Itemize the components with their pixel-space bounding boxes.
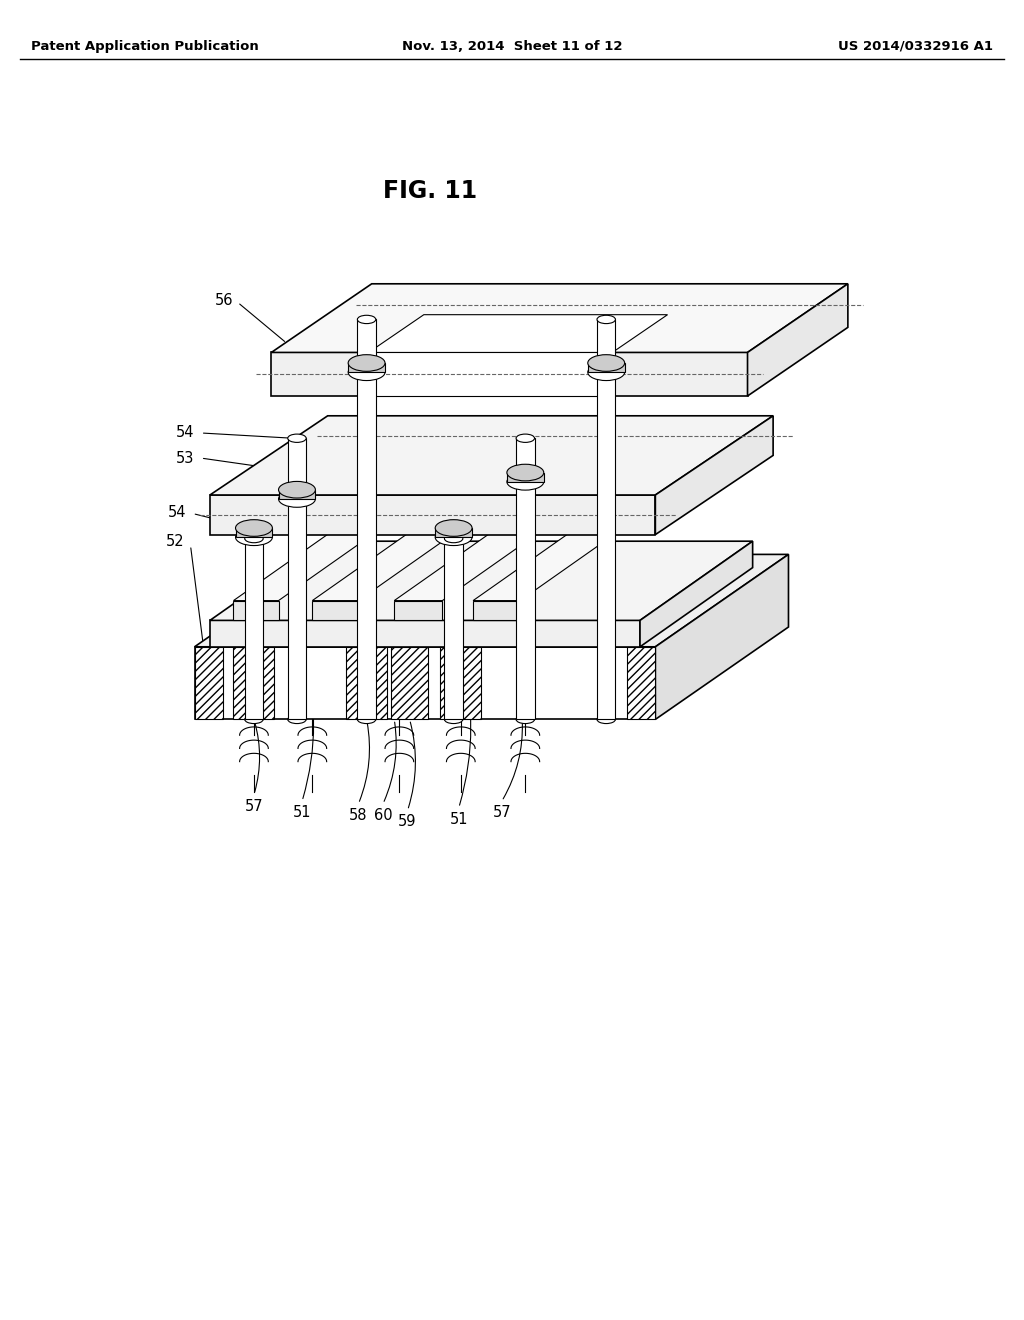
Text: 52: 52 bbox=[166, 533, 184, 549]
Ellipse shape bbox=[236, 529, 272, 545]
Ellipse shape bbox=[357, 315, 376, 323]
Ellipse shape bbox=[588, 355, 625, 371]
Ellipse shape bbox=[357, 715, 376, 723]
Text: 53: 53 bbox=[176, 450, 195, 466]
Ellipse shape bbox=[236, 520, 272, 536]
Ellipse shape bbox=[435, 529, 472, 545]
Polygon shape bbox=[394, 601, 442, 620]
Ellipse shape bbox=[348, 355, 385, 371]
Bar bbox=[440, 647, 481, 719]
Polygon shape bbox=[210, 620, 640, 647]
Text: 51: 51 bbox=[293, 805, 311, 820]
Polygon shape bbox=[348, 363, 385, 372]
Polygon shape bbox=[435, 528, 472, 537]
Text: 51: 51 bbox=[450, 812, 468, 826]
Text: Patent Application Publication: Patent Application Publication bbox=[31, 40, 258, 53]
Polygon shape bbox=[312, 601, 358, 620]
Text: 57: 57 bbox=[245, 799, 263, 813]
Ellipse shape bbox=[444, 535, 463, 543]
Text: 54: 54 bbox=[168, 504, 186, 520]
Polygon shape bbox=[245, 539, 263, 719]
Ellipse shape bbox=[444, 715, 463, 723]
Polygon shape bbox=[394, 521, 555, 601]
Ellipse shape bbox=[288, 434, 306, 442]
Polygon shape bbox=[288, 438, 306, 719]
Ellipse shape bbox=[288, 715, 306, 723]
Ellipse shape bbox=[279, 491, 315, 507]
Ellipse shape bbox=[245, 715, 263, 723]
Polygon shape bbox=[588, 363, 625, 372]
Polygon shape bbox=[597, 319, 615, 719]
Polygon shape bbox=[473, 601, 520, 620]
Polygon shape bbox=[233, 521, 391, 601]
Polygon shape bbox=[444, 539, 463, 719]
Polygon shape bbox=[640, 541, 753, 647]
Polygon shape bbox=[391, 647, 428, 719]
Text: 56: 56 bbox=[215, 293, 233, 309]
Bar bbox=[233, 647, 274, 719]
Ellipse shape bbox=[507, 465, 544, 480]
Polygon shape bbox=[627, 647, 655, 719]
Polygon shape bbox=[210, 541, 753, 620]
Ellipse shape bbox=[435, 520, 472, 536]
Polygon shape bbox=[473, 521, 633, 601]
Polygon shape bbox=[271, 352, 748, 396]
Polygon shape bbox=[516, 438, 535, 719]
Text: 52: 52 bbox=[766, 566, 784, 582]
Polygon shape bbox=[312, 521, 471, 601]
Polygon shape bbox=[195, 554, 788, 647]
Ellipse shape bbox=[597, 715, 615, 723]
Polygon shape bbox=[195, 647, 655, 719]
Ellipse shape bbox=[516, 715, 535, 723]
Polygon shape bbox=[507, 473, 544, 482]
Text: Nov. 13, 2014  Sheet 11 of 12: Nov. 13, 2014 Sheet 11 of 12 bbox=[401, 40, 623, 53]
Polygon shape bbox=[357, 319, 376, 719]
Polygon shape bbox=[236, 528, 272, 537]
Text: US 2014/0332916 A1: US 2014/0332916 A1 bbox=[839, 40, 993, 53]
Ellipse shape bbox=[597, 315, 615, 323]
Ellipse shape bbox=[348, 364, 385, 380]
Ellipse shape bbox=[245, 535, 263, 543]
Polygon shape bbox=[655, 554, 788, 719]
Ellipse shape bbox=[507, 474, 544, 490]
Text: 59: 59 bbox=[398, 814, 417, 829]
Text: FIG. 11: FIG. 11 bbox=[383, 180, 477, 203]
Polygon shape bbox=[233, 601, 279, 620]
Polygon shape bbox=[195, 647, 223, 719]
Polygon shape bbox=[655, 416, 773, 535]
Text: 58: 58 bbox=[349, 808, 368, 822]
Polygon shape bbox=[210, 495, 655, 535]
Ellipse shape bbox=[279, 482, 315, 498]
Text: 54: 54 bbox=[176, 425, 195, 441]
Bar bbox=[346, 647, 387, 719]
Polygon shape bbox=[748, 284, 848, 396]
Polygon shape bbox=[271, 284, 848, 352]
Text: 57: 57 bbox=[493, 805, 511, 820]
Ellipse shape bbox=[588, 364, 625, 380]
Polygon shape bbox=[279, 490, 315, 499]
Ellipse shape bbox=[516, 434, 535, 442]
Polygon shape bbox=[369, 352, 612, 396]
Polygon shape bbox=[210, 416, 773, 495]
Polygon shape bbox=[369, 314, 668, 352]
Text: 60: 60 bbox=[374, 808, 392, 822]
